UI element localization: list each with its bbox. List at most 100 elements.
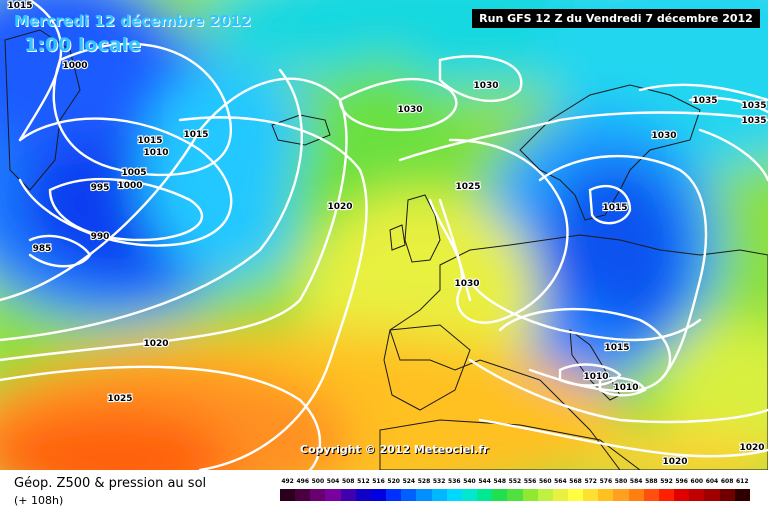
isobar-label: 1010: [583, 372, 608, 382]
scale-swatch: [522, 489, 538, 501]
model-run-label: Run GFS 12 Z du Vendredi 7 décembre 2012: [472, 9, 760, 28]
weather-map: 1015 1000 1015 1015 1010 1005 995 1000 990 985 102…: [0, 0, 768, 470]
scale-swatch: [674, 489, 690, 501]
isobar-label: 995: [91, 183, 110, 193]
isobar-label: 1035: [692, 96, 717, 106]
legend-footer: Géop. Z500 & pression au sol (+ 108h) 49…: [0, 470, 768, 512]
scale-swatch: [477, 489, 493, 501]
isobar-label: 1010: [613, 383, 638, 393]
copyright-notice: Copyright © 2012 Meteociel.fr: [300, 443, 489, 456]
scale-label: 500: [311, 478, 325, 485]
forecast-local-time: 1:00 locale: [24, 34, 141, 56]
scale-label: 552: [508, 478, 522, 485]
scale-label: 532: [432, 478, 446, 485]
scale-swatch: [613, 489, 629, 501]
scale-swatch: [537, 489, 553, 501]
isobar-label: 1030: [473, 81, 498, 91]
scale-label: 516: [372, 478, 385, 485]
scale-label: 580: [614, 478, 628, 485]
scale-swatch: [734, 489, 750, 501]
scale-label: 592: [660, 478, 673, 485]
isobar-label: 985: [33, 244, 52, 254]
isobar-label: 1030: [454, 279, 479, 289]
isobar-label: 1035: [741, 101, 766, 111]
scale-label: 584: [629, 478, 643, 485]
scale-swatch: [598, 489, 614, 501]
scale-swatch: [719, 489, 735, 501]
isobar-label: 1020: [662, 457, 687, 467]
scale-label: 544: [478, 478, 491, 485]
geopotential-field: [0, 0, 768, 470]
isobar-label: 1015: [7, 1, 32, 11]
isobar-label: 1030: [397, 105, 422, 115]
scale-swatch: [567, 489, 584, 501]
scale-swatch: [583, 489, 599, 501]
isobar-label: 1010: [143, 148, 168, 158]
isobar-label: 1020: [327, 202, 352, 212]
isobar-label: 1000: [117, 181, 142, 191]
scale-swatch: [386, 489, 402, 501]
coastlines: [4, 29, 768, 470]
isobar-label: 1005: [121, 168, 146, 178]
scale-swatch: [431, 489, 447, 501]
scale-swatch: [401, 489, 417, 501]
scale-swatch: [370, 489, 387, 501]
isobar-label: 1035: [741, 116, 766, 126]
color-scale-labels: 492 496 500 504 508 512 516 520 524 528 532 536 540 5…: [280, 478, 750, 485]
scale-label: 528: [417, 478, 431, 485]
scale-label: 496: [296, 478, 309, 485]
isobar-label: 1020: [739, 443, 764, 453]
color-scale-bar: [280, 489, 750, 501]
scale-swatch: [446, 489, 462, 501]
scale-label: 604: [705, 478, 719, 485]
scale-label: 612: [736, 478, 749, 485]
scale-label: 504: [326, 478, 340, 485]
scale-label: 556: [523, 478, 537, 485]
isobar-label: 1025: [107, 394, 132, 404]
isobar-label: 1015: [604, 343, 629, 353]
isobar-label: 1015: [137, 136, 162, 146]
forecast-date: Mercredi 12 décembre 2012: [14, 12, 252, 30]
forecast-lead-time: (+ 108h): [14, 494, 64, 507]
scale-swatch: [325, 489, 341, 501]
scale-label: 568: [569, 478, 582, 485]
scale-swatch: [658, 489, 675, 501]
isobar-label: 1030: [651, 131, 676, 141]
scale-label: 512: [357, 478, 370, 485]
scale-label: 572: [584, 478, 597, 485]
scale-label: 508: [341, 478, 355, 485]
scale-label: 576: [599, 478, 613, 485]
scale-swatch: [492, 489, 508, 501]
scale-label: 536: [448, 478, 461, 485]
isobar-label: 1015: [602, 203, 627, 213]
scale-label: 588: [645, 478, 658, 485]
scale-swatch: [643, 489, 659, 501]
scale-swatch: [507, 489, 523, 501]
isobar-label: 1000: [62, 61, 87, 71]
scale-swatch: [552, 489, 568, 501]
scale-label: 548: [493, 478, 507, 485]
scale-swatch: [340, 489, 356, 501]
isobar-label: 1025: [455, 182, 480, 192]
scale-label: 608: [720, 478, 734, 485]
scale-swatch: [689, 489, 705, 501]
scale-label: 520: [387, 478, 400, 485]
color-scale: 492 496 500 504 508 512 516 520 524 528 532 536 540 5…: [280, 478, 750, 508]
scale-swatch: [461, 489, 478, 501]
scale-label: 492: [281, 478, 294, 485]
scale-label: 540: [463, 478, 476, 485]
product-title: Géop. Z500 & pression au sol: [14, 476, 207, 491]
isobar-label: 1020: [143, 339, 168, 349]
scale-swatch: [704, 489, 720, 501]
scale-label: 524: [402, 478, 416, 485]
scale-label: 560: [538, 478, 552, 485]
scale-label: 564: [554, 478, 567, 485]
scale-swatch: [310, 489, 326, 501]
isobar-label: 1015: [183, 130, 208, 140]
scale-swatch: [280, 489, 296, 501]
isobar-label: 990: [91, 232, 110, 242]
scale-swatch: [416, 489, 432, 501]
scale-swatch: [355, 489, 371, 501]
scale-swatch: [628, 489, 644, 501]
